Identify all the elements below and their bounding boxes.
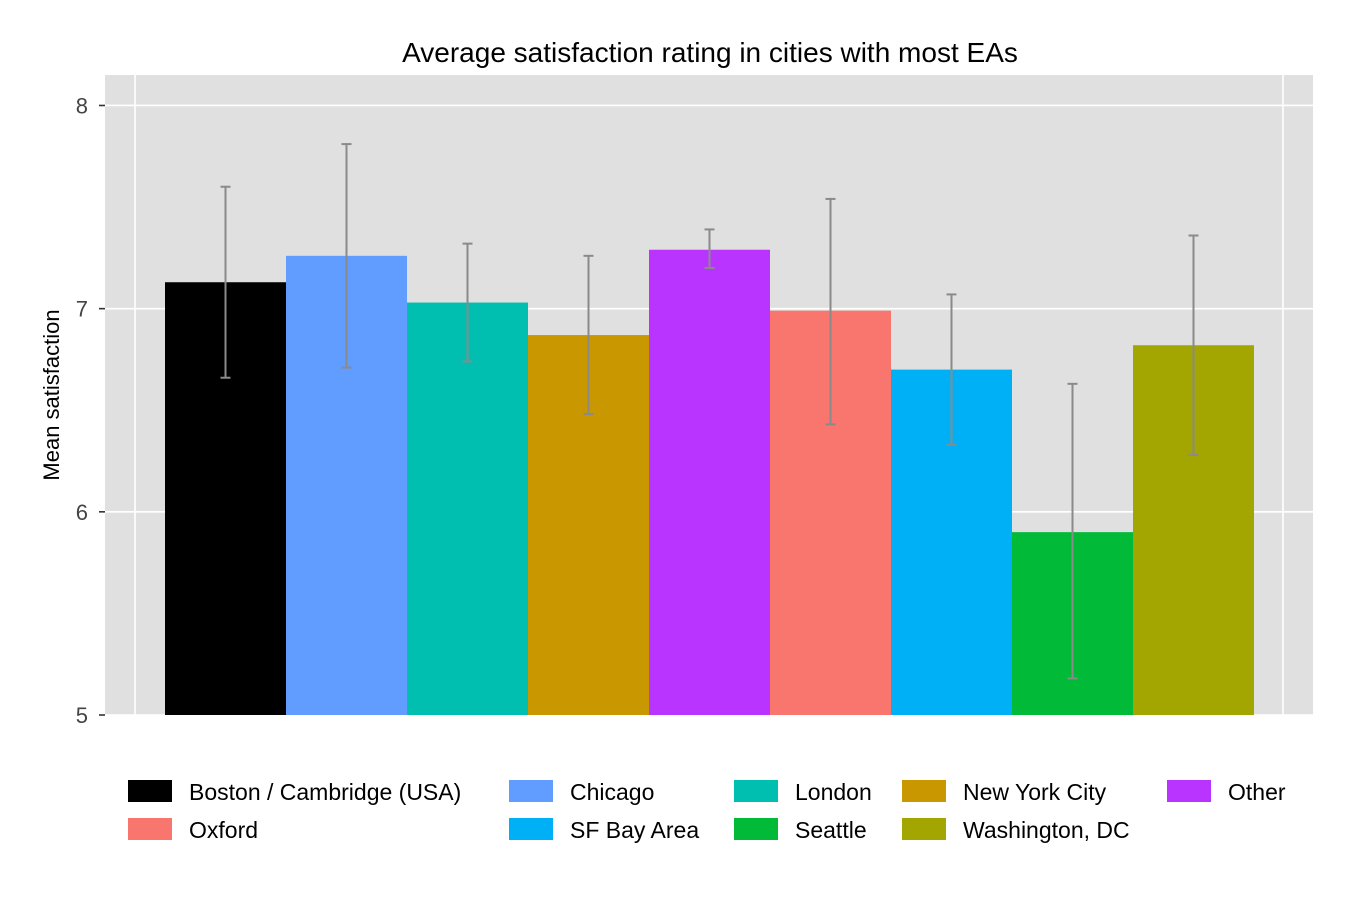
legend-swatch-6 (509, 818, 553, 840)
legend-swatch-0 (128, 780, 172, 802)
legend-swatch-1 (509, 780, 553, 802)
legend-swatch-5 (128, 818, 172, 840)
error-bar-6 (946, 293, 957, 446)
error-bar-8 (1188, 234, 1199, 456)
y-tick-label-2: 7 (76, 297, 88, 322)
legend-swatch-8 (902, 818, 946, 840)
legend-label-3: New York City (963, 779, 1107, 805)
error-bars (220, 143, 1199, 680)
legend-label-0: Boston / Cambridge (USA) (189, 779, 461, 805)
legend-label-1: Chicago (570, 779, 654, 805)
error-bar-7 (1067, 382, 1078, 680)
legend-label-8: Washington, DC (963, 817, 1130, 843)
legend-label-2: London (795, 779, 872, 805)
y-axis: 5 6 7 8 (76, 93, 105, 728)
error-bar-2 (462, 242, 473, 363)
legend-item-4: Other (1167, 779, 1286, 805)
legend-item-1: Chicago (509, 779, 654, 805)
error-bar-3 (583, 254, 594, 416)
legend-item-7: Seattle (734, 817, 867, 843)
y-tick-label-0: 5 (76, 703, 88, 728)
bars (165, 249, 1254, 716)
legend: Boston / Cambridge (USA) Chicago London New… (128, 779, 1286, 843)
legend-item-5: Oxford (128, 817, 258, 843)
error-bar-1 (341, 143, 352, 369)
legend-label-5: Oxford (189, 817, 258, 843)
y-tick-label-3: 8 (76, 93, 88, 118)
legend-swatch-3 (902, 780, 946, 802)
legend-item-0: Boston / Cambridge (USA) (128, 779, 461, 805)
bar-4 (649, 249, 770, 715)
legend-item-8: Washington, DC (902, 817, 1130, 843)
legend-swatch-2 (734, 780, 778, 802)
y-tick-label-1: 6 (76, 500, 88, 525)
chart-title: Average satisfaction rating in cities wi… (402, 37, 1018, 68)
error-bar-5 (825, 197, 836, 426)
legend-item-3: New York City (902, 779, 1107, 805)
y-axis-label: Mean satisfaction (39, 309, 64, 480)
legend-swatch-4 (1167, 780, 1211, 802)
error-bar-0 (220, 185, 231, 379)
legend-swatch-7 (734, 818, 778, 840)
legend-label-6: SF Bay Area (570, 817, 699, 843)
legend-label-4: Other (1228, 779, 1286, 805)
legend-label-7: Seattle (795, 817, 867, 843)
legend-item-6: SF Bay Area (509, 817, 699, 843)
bar-2 (407, 302, 528, 715)
legend-item-2: London (734, 779, 872, 805)
error-bar-4 (704, 228, 715, 270)
